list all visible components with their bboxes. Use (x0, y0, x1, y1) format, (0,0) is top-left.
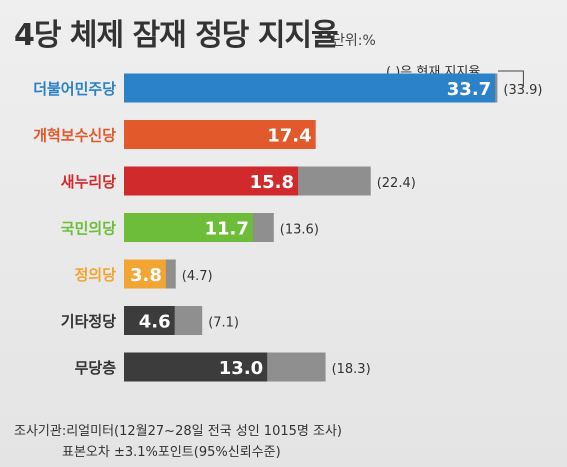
chart-title: 4당 체제 잠재 정당 지지율 (14, 18, 339, 53)
category-label: 새누리당 (61, 173, 116, 191)
current-value-label: (13.6) (280, 223, 319, 238)
value-label: 3.8 (130, 265, 162, 286)
potential-support-bar (124, 259, 166, 289)
potential-support-bar (124, 306, 175, 335)
potential-support-bar (124, 166, 299, 196)
value-label: 15.8 (250, 172, 294, 193)
current-value-label: (18.3) (332, 362, 371, 377)
value-label: 4.6 (139, 312, 171, 333)
category-label: 개혁보수신당 (33, 127, 116, 145)
category-label: 국민의당 (61, 220, 116, 238)
category-label: 무당층 (75, 359, 117, 377)
value-label: 11.7 (204, 219, 248, 240)
category-label: 더불어민주당 (33, 80, 116, 98)
margin-of-error-note: 표본오차 ±3.1%포인트(95%신뢰수준) (62, 445, 281, 460)
current-value-label: (7.1) (208, 316, 239, 331)
unit-label: 단위:% (332, 33, 376, 49)
potential-support-bar (124, 120, 316, 149)
current-value-label: (33.9) (503, 83, 542, 98)
potential-support-bar (124, 352, 268, 382)
category-label: 기타정당 (61, 313, 116, 331)
value-label: 13.0 (219, 358, 263, 379)
source-note: 조사기관:리얼미터(12월27~28일 전국 성인 1015명 조사) (14, 424, 342, 439)
value-label: 33.7 (447, 79, 491, 100)
current-value-label: (4.7) (182, 269, 213, 284)
potential-support-bar (124, 213, 253, 242)
value-label: 17.4 (267, 126, 311, 147)
potential-support-bar (124, 73, 496, 103)
category-label: 정의당 (75, 266, 117, 284)
legend-bracket (498, 70, 524, 86)
current-value-label: (22.4) (377, 176, 416, 191)
